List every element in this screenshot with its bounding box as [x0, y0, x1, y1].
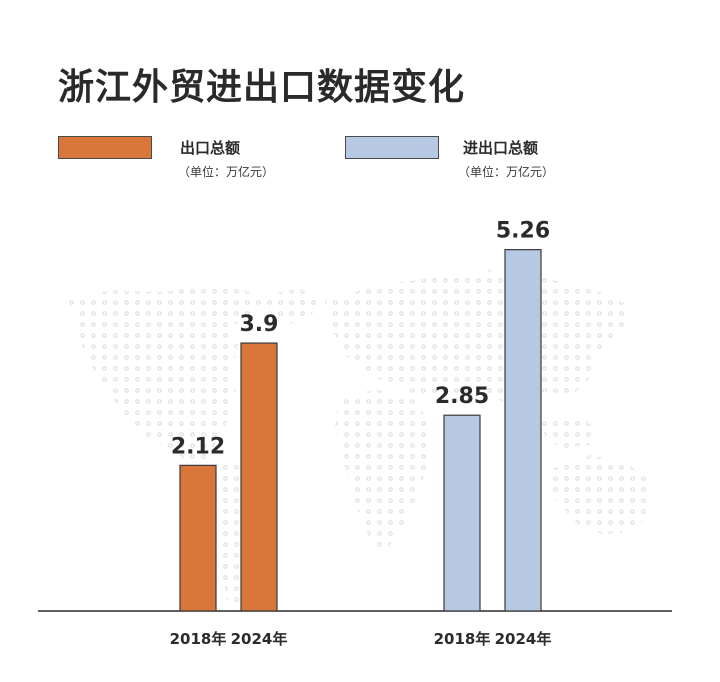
data-label: 5.26 [496, 219, 550, 244]
data-label: 2.85 [435, 384, 489, 409]
data-label: 2.12 [171, 434, 225, 459]
legend-unit-total: （单位：万亿元） [458, 165, 555, 179]
bar-total-2018 [443, 414, 481, 612]
bar-total-2024 [504, 249, 542, 612]
legend-unit-export: （单位：万亿元） [178, 165, 275, 179]
chart-title: 浙江外贸进出口数据变化 [58, 67, 466, 108]
legend-label-total: 进出口总额 [463, 139, 539, 157]
x-tick-label: 2024年 [231, 630, 288, 648]
x-tick-label: 2024年 [495, 630, 552, 648]
x-tick-label: 2018年 [434, 630, 491, 648]
legend-swatch-export [58, 136, 152, 159]
legend-label-export: 出口总额 [180, 139, 241, 157]
bar-export-2024 [240, 342, 278, 612]
bar-export-2018 [179, 464, 217, 612]
world-map-background [68, 270, 652, 605]
data-label: 3.9 [240, 312, 279, 337]
legend-swatch-total [345, 136, 439, 159]
x-tick-label: 2018年 [170, 630, 227, 648]
